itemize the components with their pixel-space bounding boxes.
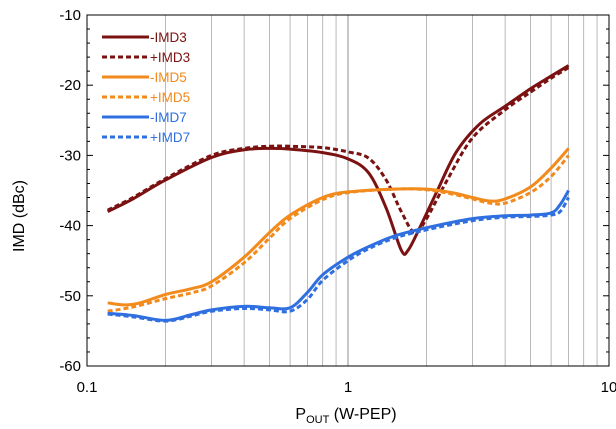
y-tick-label: -10 [59,7,81,24]
grid-lines [165,15,598,366]
legend-label: +IMD7 [150,130,190,145]
axis-ticks: -10 -20 -30 -40 -50 -60 0.1 1 10 [59,7,616,396]
x-tick-label: 0.1 [77,379,98,396]
x-axis-title-rest: (W-PEP) [329,406,396,423]
y-tick-label: -20 [59,77,81,94]
series-lines [106,64,570,323]
series-line-1 [106,64,570,256]
x-axis-title-sub: OUT [306,414,330,426]
y-axis-title: IMD (dBc) [11,180,28,252]
y-tick-label: -60 [59,358,81,375]
legend-label: -IMD5 [150,70,187,85]
series-line-2 [106,66,570,235]
legend-label: -IMD3 [150,30,187,45]
series-line-5 [107,189,570,322]
y-tick-label: -30 [59,147,81,164]
legend-label: -IMD7 [150,110,187,125]
x-axis-title-main: P [295,406,306,423]
series-line-6 [107,196,570,323]
x-tick-label: 1 [344,379,352,396]
plot-frame [86,14,610,367]
legend-label: +IMD5 [150,90,190,105]
y-tick-label: -40 [59,218,81,235]
x-tick-label: 10 [601,379,616,396]
legend: -IMD3 +IMD3 -IMD5 +IMD5 -IMD7 +IMD7 [102,30,190,145]
series-line-4 [107,154,570,313]
legend-label: +IMD3 [150,50,190,65]
x-axis-title: POUT (W-PEP) [295,406,396,426]
series-line-3 [107,147,570,307]
y-tick-label: -50 [59,288,81,305]
